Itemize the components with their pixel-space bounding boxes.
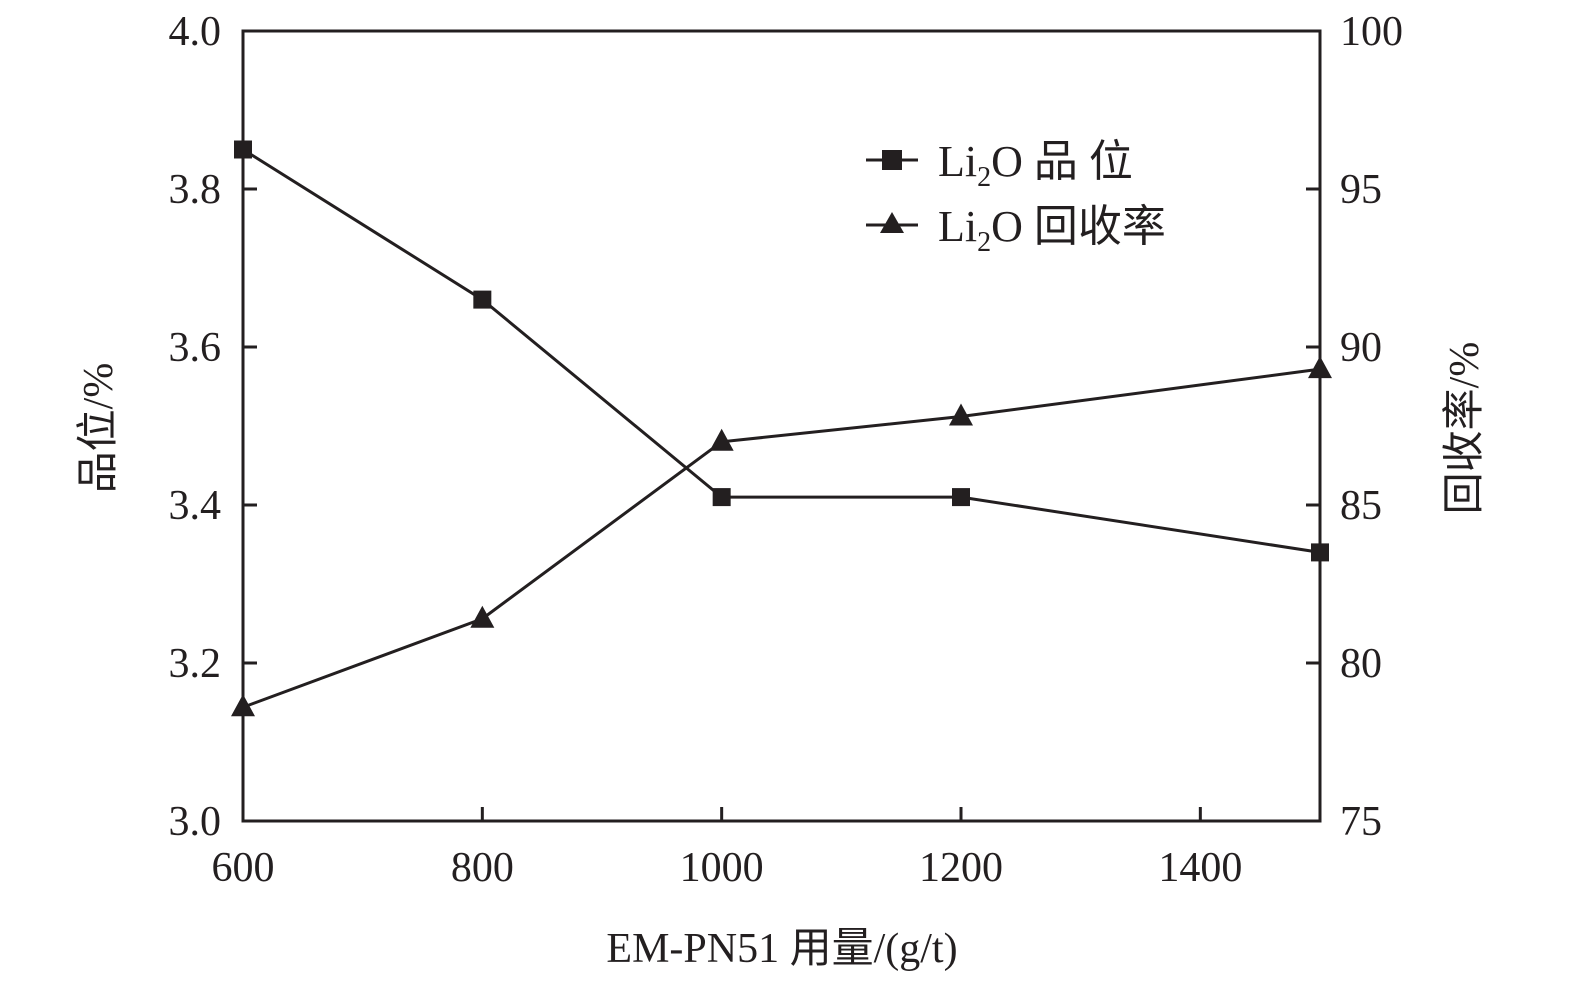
legend-label-grade: Li2O 品 位 <box>938 137 1133 193</box>
data-point-triangle <box>1308 356 1332 379</box>
y-left-tick-label: 3.2 <box>169 641 222 687</box>
y-left-tick-label: 3.6 <box>169 325 222 371</box>
legend-label-recovery: Li2O 回收率 <box>938 202 1166 258</box>
data-point-square <box>1311 543 1329 562</box>
y-right-tick-label: 95 <box>1340 167 1382 213</box>
data-point-square <box>234 140 252 159</box>
y-right-tick-label: 80 <box>1340 641 1382 687</box>
x-tick-label: 1000 <box>680 845 764 891</box>
data-point-triangle <box>231 694 255 717</box>
x-tick-label: 800 <box>451 845 514 891</box>
y-right-tick-label: 85 <box>1340 483 1382 529</box>
y-left-tick-label: 4.0 <box>169 9 222 55</box>
y-right-axis-title: 回收率/% <box>1441 342 1488 515</box>
data-point-triangle <box>949 403 973 426</box>
data-point-square <box>952 488 970 507</box>
series-recovery <box>231 356 1332 717</box>
data-point-square <box>473 290 492 309</box>
ticks: 600 800 1000 1200 1400 3.0 3.2 3.4 3.6 3.8 4.0 75 80… <box>169 9 1404 891</box>
legend-marker-triangle <box>880 212 904 233</box>
data-point-square <box>712 488 731 507</box>
x-tick-label: 600 <box>212 845 275 891</box>
x-axis-title: EM-PN51 用量/(g/t) <box>606 926 957 972</box>
y-left-tick-label: 3.4 <box>169 483 222 529</box>
y-left-axis-title: 品位/% <box>75 363 122 494</box>
x-tick-label: 1200 <box>919 845 1003 891</box>
x-tick-label: 1400 <box>1158 845 1242 891</box>
y-right-tick-label: 100 <box>1340 9 1403 55</box>
legend: Li2O 品 位 Li2O 回收率 <box>866 137 1166 258</box>
data-point-triangle <box>709 428 734 451</box>
axes <box>241 29 1322 823</box>
y-right-tick-label: 75 <box>1340 799 1382 845</box>
data-point-triangle <box>470 605 495 628</box>
series-grade <box>234 140 1329 562</box>
plot-frame <box>241 29 1322 823</box>
y-left-tick-label: 3.0 <box>169 799 222 845</box>
y-right-tick-label: 90 <box>1340 325 1382 371</box>
legend-marker-square <box>882 150 902 170</box>
series-line <box>242 367 1321 709</box>
series <box>231 140 1332 717</box>
y-left-tick-label: 3.8 <box>169 167 222 213</box>
